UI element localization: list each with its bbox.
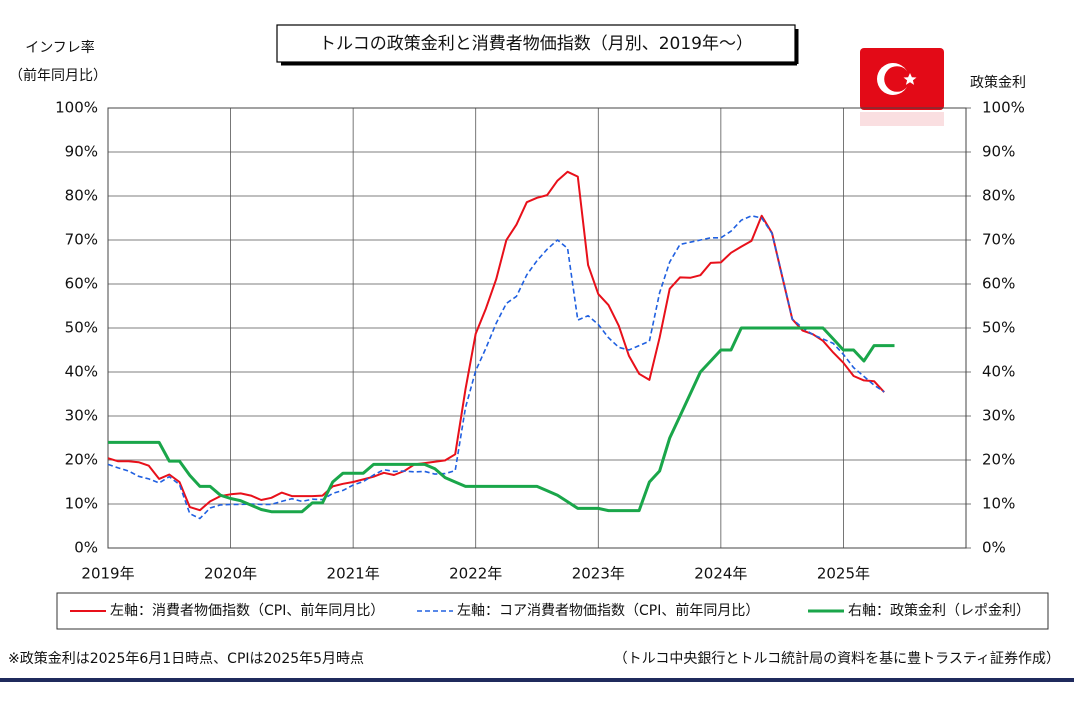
legend-label: 右軸：政策金利（レポ金利） <box>848 602 1030 619</box>
series-line <box>107 215 885 520</box>
chart-title: トルコの政策金利と消費者物価指数（月別、2019年～） <box>319 34 753 54</box>
y-tick-label: 0% <box>74 539 98 557</box>
y2-tick-label: 80% <box>982 187 1015 205</box>
y-tick-label: 40% <box>65 363 98 381</box>
y-tick-label: 100% <box>55 99 98 117</box>
plot-frame <box>107 107 967 549</box>
y-tick-label: 30% <box>65 407 98 425</box>
x-tick-label: 2019年 <box>81 565 134 583</box>
y2-tick-label: 20% <box>982 451 1015 469</box>
y2-tick-label: 40% <box>982 363 1015 381</box>
flag <box>860 48 944 126</box>
y-axis-label: （前年同月比） <box>9 67 107 84</box>
y-axis-label: インフレ率 <box>25 39 95 56</box>
x-tick-label: 2021年 <box>327 565 380 583</box>
footer-rule <box>0 678 1074 682</box>
y-tick-label: 10% <box>65 495 98 513</box>
flag-reflection <box>860 112 944 126</box>
source-note: （トルコ中央銀行とトルコ統計局の資料を基に豊トラスティ証券作成） <box>614 650 1060 667</box>
series-line <box>107 170 885 512</box>
y-tick-label: 80% <box>65 187 98 205</box>
y2-tick-label: 10% <box>982 495 1015 513</box>
title-box <box>276 24 796 63</box>
y2-axis-label: 政策金利 <box>970 74 1026 91</box>
legend-label: 左軸：コア消費者物価指数（CPI、前年同月比） <box>457 602 759 619</box>
footnote: ※政策金利は2025年6月1日時点、CPIは2025年5月時点 <box>8 650 364 667</box>
y2-tick-label: 90% <box>982 143 1015 161</box>
x-tick-label: 2024年 <box>694 565 747 583</box>
y-tick-label: 70% <box>65 231 98 249</box>
y2-tick-label: 70% <box>982 231 1015 249</box>
y2-tick-label: 60% <box>982 275 1015 293</box>
flag-star <box>903 73 917 85</box>
y2-tick-label: 100% <box>982 99 1025 117</box>
y-tick-label: 50% <box>65 319 98 337</box>
y-tick-label: 20% <box>65 451 98 469</box>
y2-tick-label: 30% <box>982 407 1015 425</box>
x-tick-label: 2022年 <box>449 565 502 583</box>
x-tick-label: 2023年 <box>572 565 625 583</box>
series-line <box>108 326 895 514</box>
x-tick-label: 2020年 <box>204 565 257 583</box>
legend-label: 左軸：消費者物価指数（CPI、前年同月比） <box>110 602 384 619</box>
y2-tick-label: 0% <box>982 539 1006 557</box>
x-tick-label: 2025年 <box>817 565 870 583</box>
flag-crescent <box>884 66 910 92</box>
legend-box <box>56 592 1049 630</box>
y2-tick-label: 50% <box>982 319 1015 337</box>
y-tick-label: 60% <box>65 275 98 293</box>
y-tick-label: 90% <box>65 143 98 161</box>
